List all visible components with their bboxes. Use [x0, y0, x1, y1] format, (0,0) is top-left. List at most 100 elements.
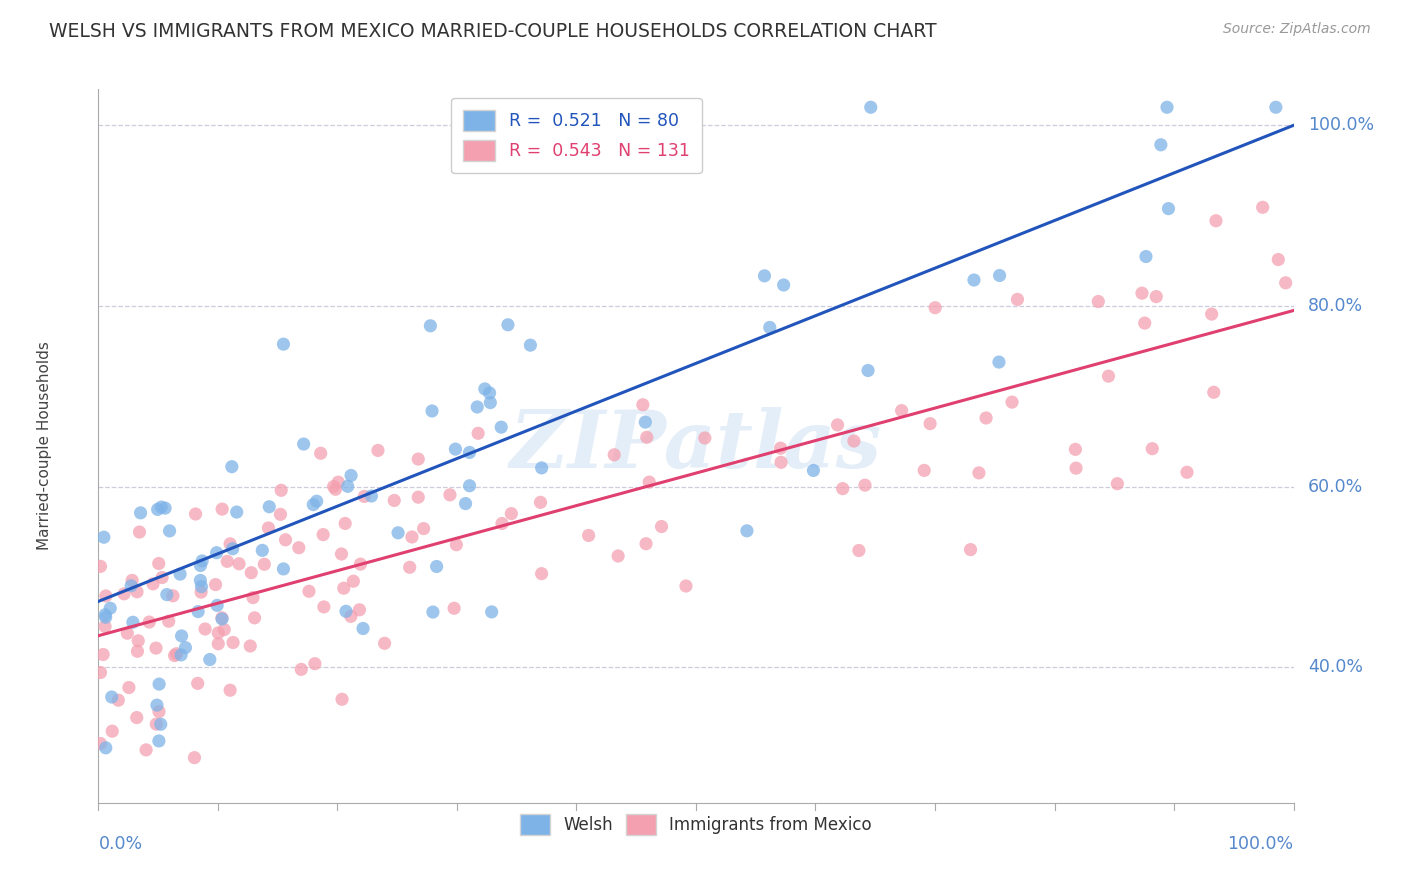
Point — [333, 516, 356, 531]
Point — [412, 522, 434, 536]
Point — [148, 557, 170, 571]
Point — [422, 605, 444, 619]
Point — [1150, 137, 1173, 152]
Point — [150, 500, 173, 514]
Point — [122, 615, 145, 630]
Point — [1157, 202, 1180, 216]
Point — [827, 417, 849, 432]
Point — [98, 601, 121, 615]
Point — [478, 386, 501, 401]
Point — [335, 604, 357, 618]
Point — [465, 400, 488, 414]
Point — [443, 601, 465, 615]
Point — [253, 558, 276, 572]
Point — [974, 411, 997, 425]
Point — [401, 530, 423, 544]
Point — [187, 605, 209, 619]
Point — [157, 614, 180, 628]
Point — [496, 318, 519, 332]
Point — [842, 434, 865, 448]
Point — [770, 455, 793, 469]
Point — [222, 635, 245, 649]
Text: 100.0%: 100.0% — [1308, 116, 1374, 135]
Point — [190, 585, 212, 599]
Point — [340, 468, 363, 483]
Point — [1205, 213, 1227, 227]
Point — [207, 626, 229, 640]
Point — [142, 577, 165, 591]
Point — [93, 530, 115, 544]
Point — [1087, 294, 1109, 309]
Point — [121, 574, 143, 588]
Point — [967, 466, 990, 480]
Point — [342, 574, 364, 589]
Point — [530, 461, 553, 475]
Point — [148, 705, 170, 719]
Point — [146, 698, 169, 712]
Point — [159, 524, 181, 538]
Point — [148, 734, 170, 748]
Point — [292, 437, 315, 451]
Point — [150, 570, 173, 584]
Point — [221, 459, 243, 474]
Point — [352, 622, 374, 636]
Point — [187, 676, 209, 690]
Point — [1156, 100, 1178, 114]
Point — [304, 657, 326, 671]
Point — [987, 355, 1010, 369]
Point — [479, 395, 502, 409]
Point — [1274, 276, 1296, 290]
Point — [481, 605, 503, 619]
Point — [128, 524, 150, 539]
Point — [634, 415, 657, 429]
Point — [94, 607, 117, 622]
Point — [194, 622, 217, 636]
Point — [924, 301, 946, 315]
Text: WELSH VS IMMIGRANTS FROM MEXICO MARRIED-COUPLE HOUSEHOLDS CORRELATION CHART: WELSH VS IMMIGRANTS FROM MEXICO MARRIED-… — [49, 22, 936, 41]
Point — [91, 648, 114, 662]
Point — [312, 599, 335, 614]
Point — [118, 681, 141, 695]
Point — [803, 463, 825, 477]
Point — [117, 626, 139, 640]
Point — [349, 557, 371, 571]
Point — [212, 623, 235, 637]
Point — [382, 493, 405, 508]
Point — [754, 268, 776, 283]
Point — [183, 750, 205, 764]
Point — [489, 420, 512, 434]
Point — [274, 533, 297, 547]
Point — [328, 475, 350, 490]
Point — [169, 567, 191, 582]
Point — [257, 521, 280, 535]
Point — [288, 541, 311, 555]
Point — [135, 743, 157, 757]
Point — [107, 693, 129, 707]
Point — [454, 497, 477, 511]
Point — [634, 537, 657, 551]
Point — [758, 320, 780, 334]
Point — [145, 717, 167, 731]
Point — [145, 641, 167, 656]
Text: 0.0%: 0.0% — [98, 835, 142, 853]
Point — [190, 574, 212, 588]
Point — [1142, 442, 1164, 456]
Text: ZIPatlas: ZIPatlas — [510, 408, 882, 484]
Point — [198, 652, 221, 666]
Point — [125, 584, 148, 599]
Point — [94, 740, 117, 755]
Point — [330, 692, 353, 706]
Point — [853, 478, 876, 492]
Point — [1130, 286, 1153, 301]
Point — [1097, 369, 1119, 384]
Point — [207, 637, 229, 651]
Point — [963, 273, 986, 287]
Point — [89, 665, 111, 680]
Point — [205, 599, 228, 613]
Point — [603, 448, 626, 462]
Point — [156, 588, 179, 602]
Point — [607, 549, 630, 563]
Point — [170, 629, 193, 643]
Point — [1202, 385, 1225, 400]
Point — [398, 560, 420, 574]
